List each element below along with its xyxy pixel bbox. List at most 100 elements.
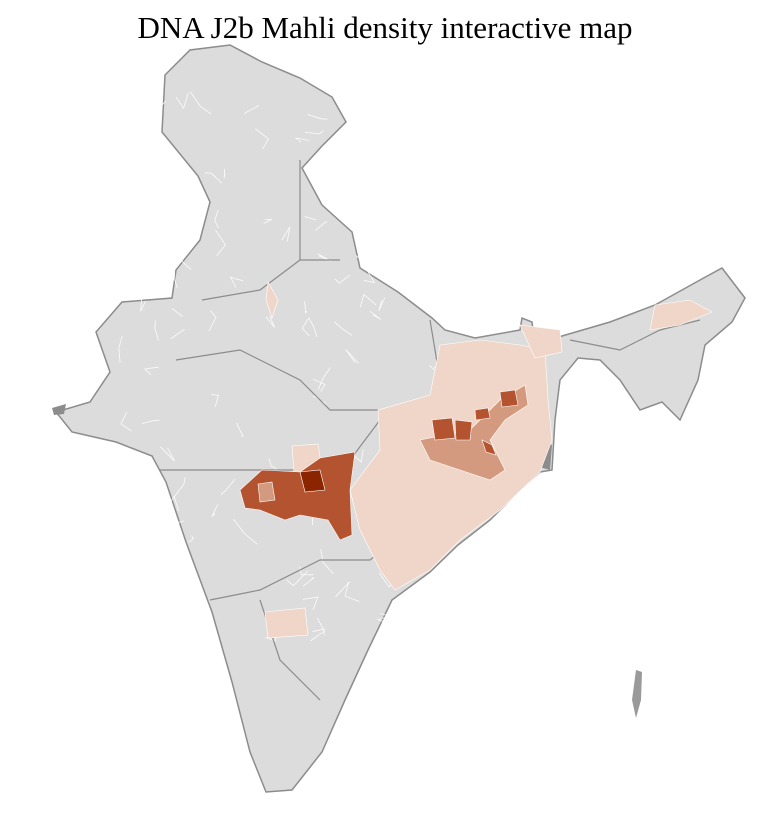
- district-line: [173, 477, 186, 499]
- district-line: [170, 592, 188, 600]
- district-line: [244, 105, 260, 115]
- district-line: [188, 535, 195, 543]
- district-line: [320, 549, 334, 575]
- district-line: [152, 173, 157, 182]
- district-line: [463, 187, 476, 191]
- district-line: [141, 419, 160, 424]
- district-line: [208, 310, 217, 332]
- district-line: [517, 271, 522, 283]
- district-line: [149, 270, 168, 281]
- district-line: [229, 276, 244, 288]
- district-line: [450, 602, 457, 628]
- district-line: [154, 320, 159, 341]
- district-line: [442, 246, 456, 260]
- district-line: [143, 366, 159, 376]
- district-line: [204, 172, 223, 184]
- region-northeast-light[interactable]: [649, 299, 713, 331]
- district-line: [357, 185, 375, 193]
- district-line: [175, 93, 189, 110]
- district-line: [313, 378, 326, 392]
- region-jharkhand-dark-1[interactable]: [431, 417, 456, 441]
- district-line: [312, 628, 325, 636]
- region-north-light[interactable]: [265, 281, 279, 319]
- district-line: [153, 100, 167, 113]
- district-line: [410, 162, 431, 166]
- region-central-darkest[interactable]: [299, 469, 326, 493]
- district-line: [333, 321, 353, 336]
- district-line: [172, 531, 182, 548]
- district-line: [161, 520, 185, 527]
- district-line: [211, 394, 220, 407]
- district-line: [131, 121, 156, 129]
- district-line: [144, 608, 154, 622]
- district-line: [345, 349, 360, 364]
- district-line: [154, 260, 170, 278]
- district-line: [189, 91, 212, 115]
- district-line: [358, 203, 363, 216]
- district-line: [445, 272, 456, 287]
- district-line: [355, 255, 376, 271]
- district-line: [223, 168, 226, 179]
- district-line: [120, 412, 132, 432]
- district-line: [298, 566, 314, 576]
- region-south-light[interactable]: [264, 607, 309, 639]
- district-line: [528, 111, 539, 137]
- district-line: [363, 271, 376, 284]
- map-title: DNA J2b Mahli density interactive map: [137, 10, 633, 45]
- region-jharkhand-medium[interactable]: [419, 384, 529, 481]
- district-line: [389, 170, 405, 186]
- district-line: [144, 569, 163, 580]
- district-line: [395, 114, 402, 133]
- district-line: [302, 596, 319, 610]
- district-line: [263, 219, 273, 224]
- district-line: [301, 316, 310, 337]
- district-line: [255, 128, 269, 149]
- district-line: [117, 630, 126, 645]
- district-line: [317, 253, 332, 262]
- region-sikkim-light[interactable]: [519, 324, 563, 359]
- district-line: [525, 525, 540, 538]
- district-line: [153, 499, 162, 527]
- district-line: [359, 293, 377, 308]
- district-line: [304, 301, 308, 314]
- district-line: [159, 446, 175, 462]
- district-line: [491, 126, 499, 149]
- district-line: [390, 247, 403, 263]
- district-line: [517, 574, 527, 591]
- district-line: [304, 130, 324, 135]
- district-line: [334, 274, 351, 284]
- district-line: [233, 519, 258, 545]
- region-central-dark[interactable]: [239, 451, 356, 541]
- region-jharkhand-dark-2[interactable]: [454, 419, 473, 441]
- district-line: [434, 206, 440, 223]
- district-line: [144, 207, 157, 229]
- district-line: [214, 209, 219, 229]
- district-line: [281, 226, 291, 242]
- district-line: [369, 310, 382, 320]
- region-jharkhand-dark-4[interactable]: [499, 389, 519, 408]
- district-line: [140, 296, 146, 312]
- density-regions[interactable]: [239, 281, 713, 639]
- region-jharkhand-dark-5[interactable]: [481, 439, 497, 456]
- district-line: [215, 229, 226, 257]
- district-line: [306, 171, 315, 178]
- region-central-medium[interactable]: [257, 481, 276, 503]
- district-line: [513, 85, 524, 101]
- district-line: [308, 318, 318, 337]
- district-line: [314, 221, 328, 232]
- district-line: [295, 137, 310, 143]
- district-line: [167, 263, 171, 277]
- district-line: [422, 265, 442, 287]
- district-line: [148, 579, 156, 589]
- district-line: [310, 617, 325, 642]
- district-line: [518, 250, 537, 266]
- district-line: [124, 523, 134, 537]
- district-line: [162, 605, 175, 625]
- district-line: [236, 422, 244, 438]
- district-line: [211, 504, 219, 517]
- district-line: [134, 271, 158, 288]
- region-jharkhand-dark-3[interactable]: [474, 407, 491, 421]
- district-line: [174, 272, 178, 289]
- district-line: [469, 613, 475, 625]
